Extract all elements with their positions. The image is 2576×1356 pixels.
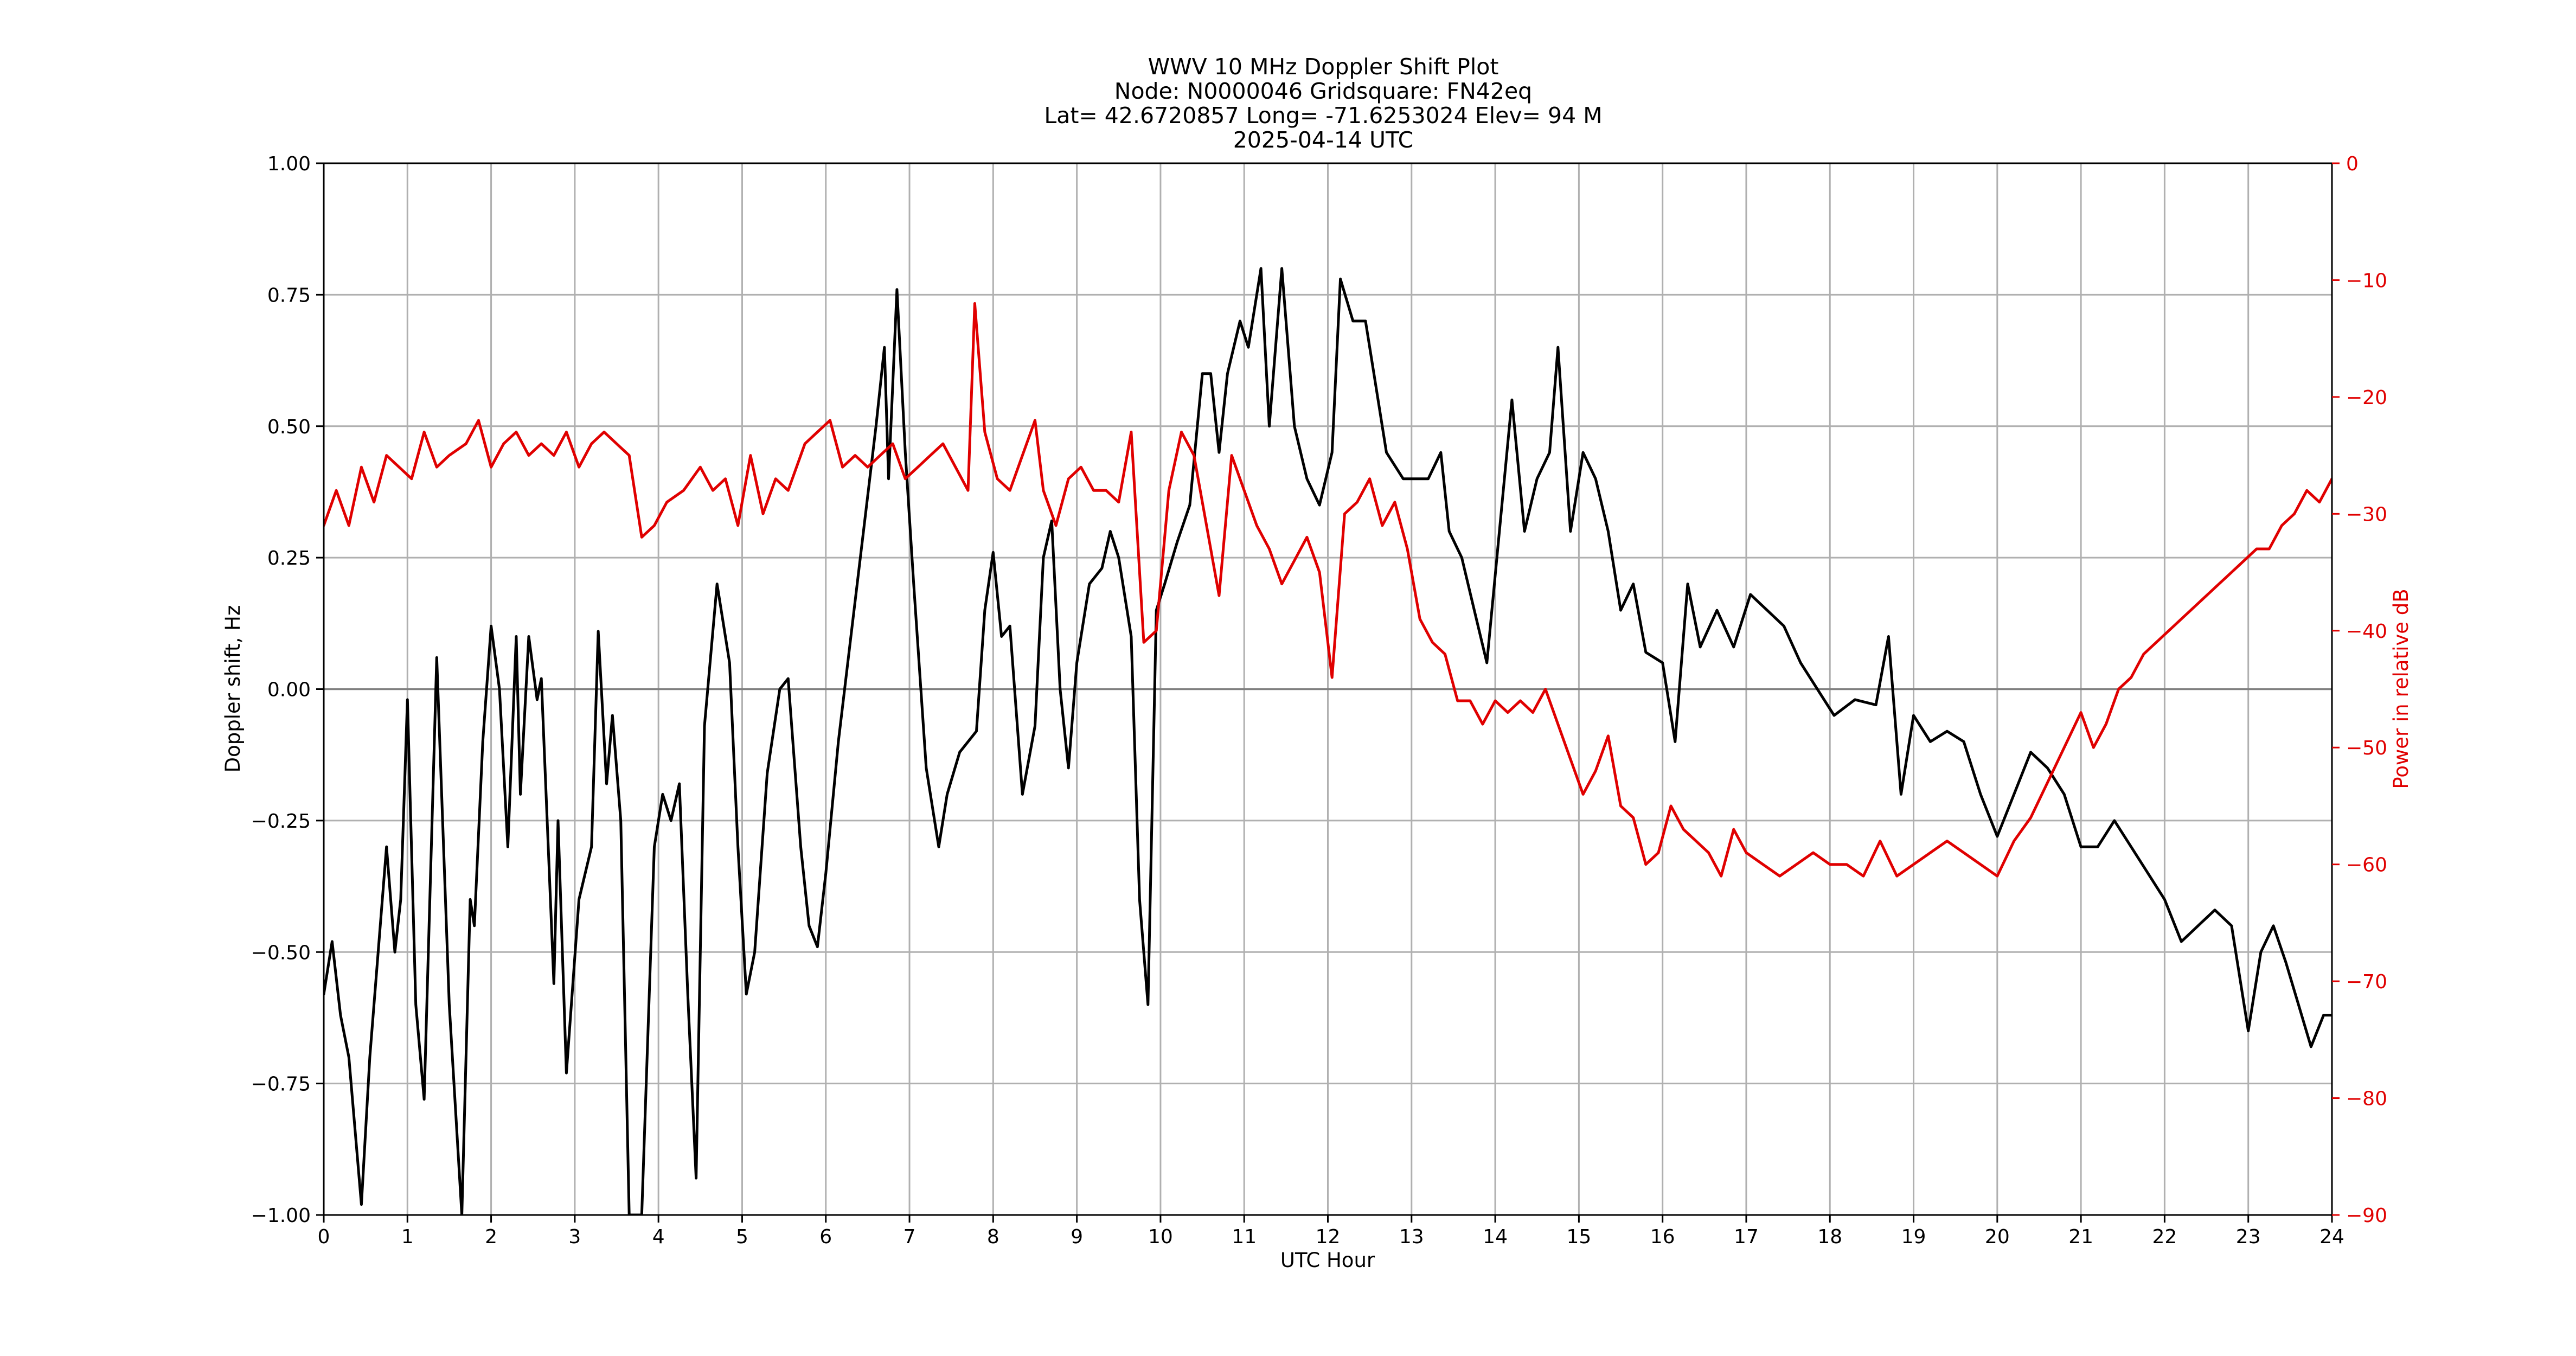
x-tick-label: 18 [1817,1226,1842,1248]
y-tick-label: 0.75 [267,284,311,306]
x-tick-label: 16 [1650,1226,1675,1248]
x-tick-label: 12 [1316,1226,1341,1248]
title-line-1: WWV 10 MHz Doppler Shift Plot [1148,54,1499,80]
y2-tick-label: −20 [2346,387,2387,409]
y2-tick-label: −70 [2346,971,2387,993]
y2-tick-label: −10 [2346,270,2387,292]
y2-tick-label: −90 [2346,1205,2387,1227]
series [324,267,2332,1215]
x-tick-label: 10 [1148,1226,1173,1248]
x-tick-label: 6 [819,1226,832,1248]
y2-axis-title: Power in relative dB [2389,589,2413,789]
y-tick-label: 0.00 [267,679,311,701]
y2-tick-label: −50 [2346,737,2387,759]
x-tick-label: 24 [2319,1226,2344,1248]
x-axis-title: UTC Hour [1280,1249,1375,1272]
y2-tick-label: −80 [2346,1088,2387,1110]
y-tick-label: 0.25 [267,547,311,570]
x-tick-label: 0 [318,1226,330,1248]
x-tick-label: 17 [1734,1226,1759,1248]
y-tick-label: 1.00 [267,153,311,175]
y2-tick-label: 0 [2346,153,2359,175]
x-tick-label: 1 [401,1226,414,1248]
x-tick-label: 23 [2236,1226,2261,1248]
y2-tick-label: −60 [2346,854,2387,877]
chart-title: WWV 10 MHz Doppler Shift Plot Node: N000… [1044,54,1602,153]
x-tick-label: 13 [1399,1226,1424,1248]
title-line-2: Node: N0000046 Gridsquare: FN42eq [1114,78,1532,104]
x-tick-label: 7 [903,1226,916,1248]
y-tick-label: −0.25 [251,810,311,833]
x-tick-label: 20 [1985,1226,2010,1248]
doppler-shift-line [324,267,2332,1215]
x-tick-label: 2 [485,1226,497,1248]
title-line-4: 2025-04-14 UTC [1233,127,1414,153]
power-line [324,302,2332,878]
y-tick-label: 0.50 [267,416,311,438]
ticks: 0 1 2 3 4 5 6 7 8 9 10 11 12 13 14 15 16 17 18 19 20 21 22 23 24… [251,153,2387,1248]
x-tick-label: 8 [987,1226,999,1248]
x-tick-label: 5 [736,1226,748,1248]
y-tick-label: −0.75 [251,1073,311,1096]
x-tick-label: 22 [2152,1226,2177,1248]
x-tick-label: 21 [2068,1226,2093,1248]
x-tick-label: 15 [1566,1226,1591,1248]
x-tick-label: 19 [1901,1226,1926,1248]
y2-tick-label: −40 [2346,621,2387,643]
x-tick-label: 14 [1483,1226,1508,1248]
y-tick-label: −0.50 [251,942,311,964]
y2-tick-label: −30 [2346,503,2387,526]
x-tick-label: 4 [652,1226,665,1248]
title-line-3: Lat= 42.6720857 Long= -71.6253024 Elev= … [1044,103,1602,129]
y-tick-label: −1.00 [251,1205,311,1227]
x-tick-label: 9 [1071,1226,1083,1248]
y-axis-title: Doppler shift, Hz [221,605,245,773]
x-tick-label: 11 [1232,1226,1257,1248]
x-tick-label: 3 [568,1226,581,1248]
